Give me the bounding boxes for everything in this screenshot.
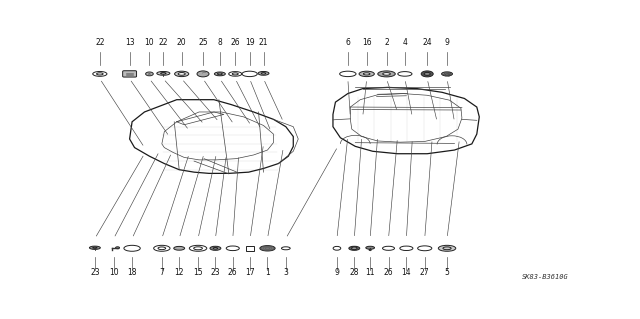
Text: 23: 23 bbox=[90, 268, 100, 277]
Ellipse shape bbox=[349, 246, 360, 250]
Circle shape bbox=[421, 71, 433, 77]
Text: 9: 9 bbox=[335, 268, 339, 277]
Text: 22: 22 bbox=[95, 38, 104, 47]
Ellipse shape bbox=[213, 248, 218, 249]
Text: 27: 27 bbox=[420, 268, 429, 277]
Circle shape bbox=[369, 249, 371, 250]
Text: 26: 26 bbox=[228, 268, 237, 277]
Ellipse shape bbox=[214, 72, 225, 76]
Text: 14: 14 bbox=[401, 268, 411, 277]
Ellipse shape bbox=[438, 245, 456, 251]
Bar bbox=[246, 246, 255, 251]
Ellipse shape bbox=[261, 73, 266, 74]
Text: 1: 1 bbox=[265, 268, 270, 277]
Text: 5: 5 bbox=[445, 268, 449, 277]
FancyBboxPatch shape bbox=[123, 71, 136, 77]
Ellipse shape bbox=[175, 71, 189, 77]
Text: 12: 12 bbox=[175, 268, 184, 277]
Text: 11: 11 bbox=[365, 268, 375, 277]
Text: 16: 16 bbox=[362, 38, 371, 47]
Text: 23: 23 bbox=[211, 268, 220, 277]
Text: 3: 3 bbox=[284, 268, 288, 277]
Text: 20: 20 bbox=[177, 38, 186, 47]
Ellipse shape bbox=[359, 71, 374, 77]
Ellipse shape bbox=[260, 246, 275, 251]
Ellipse shape bbox=[173, 246, 185, 250]
Text: 24: 24 bbox=[422, 38, 432, 47]
Text: 10: 10 bbox=[145, 38, 154, 47]
Circle shape bbox=[351, 247, 357, 250]
Text: 21: 21 bbox=[259, 38, 268, 47]
Text: 26: 26 bbox=[230, 38, 240, 47]
Ellipse shape bbox=[383, 73, 390, 75]
Text: 25: 25 bbox=[198, 38, 208, 47]
Text: 4: 4 bbox=[403, 38, 407, 47]
Text: 17: 17 bbox=[245, 268, 255, 277]
Ellipse shape bbox=[93, 247, 97, 249]
Ellipse shape bbox=[442, 72, 452, 76]
Ellipse shape bbox=[378, 71, 396, 77]
Text: 22: 22 bbox=[159, 38, 168, 47]
Text: 9: 9 bbox=[445, 38, 449, 47]
Ellipse shape bbox=[364, 73, 370, 75]
Ellipse shape bbox=[90, 246, 100, 249]
Circle shape bbox=[197, 71, 209, 77]
Text: 6: 6 bbox=[346, 38, 350, 47]
Ellipse shape bbox=[178, 72, 185, 75]
Ellipse shape bbox=[210, 246, 221, 250]
Ellipse shape bbox=[258, 71, 269, 75]
Text: 18: 18 bbox=[127, 268, 137, 277]
Ellipse shape bbox=[157, 71, 170, 75]
Text: 7: 7 bbox=[159, 268, 164, 277]
Text: 19: 19 bbox=[245, 38, 255, 47]
Text: 26: 26 bbox=[384, 268, 394, 277]
Text: 15: 15 bbox=[193, 268, 203, 277]
Circle shape bbox=[146, 72, 153, 76]
Circle shape bbox=[116, 247, 120, 249]
Circle shape bbox=[424, 72, 430, 75]
Text: 2: 2 bbox=[384, 38, 389, 47]
Text: 28: 28 bbox=[349, 268, 359, 277]
Text: 10: 10 bbox=[109, 268, 118, 277]
Ellipse shape bbox=[218, 73, 222, 75]
Text: SK83-B3610G: SK83-B3610G bbox=[522, 274, 568, 280]
Text: 8: 8 bbox=[218, 38, 222, 47]
Text: 13: 13 bbox=[125, 38, 134, 47]
Ellipse shape bbox=[366, 246, 374, 249]
